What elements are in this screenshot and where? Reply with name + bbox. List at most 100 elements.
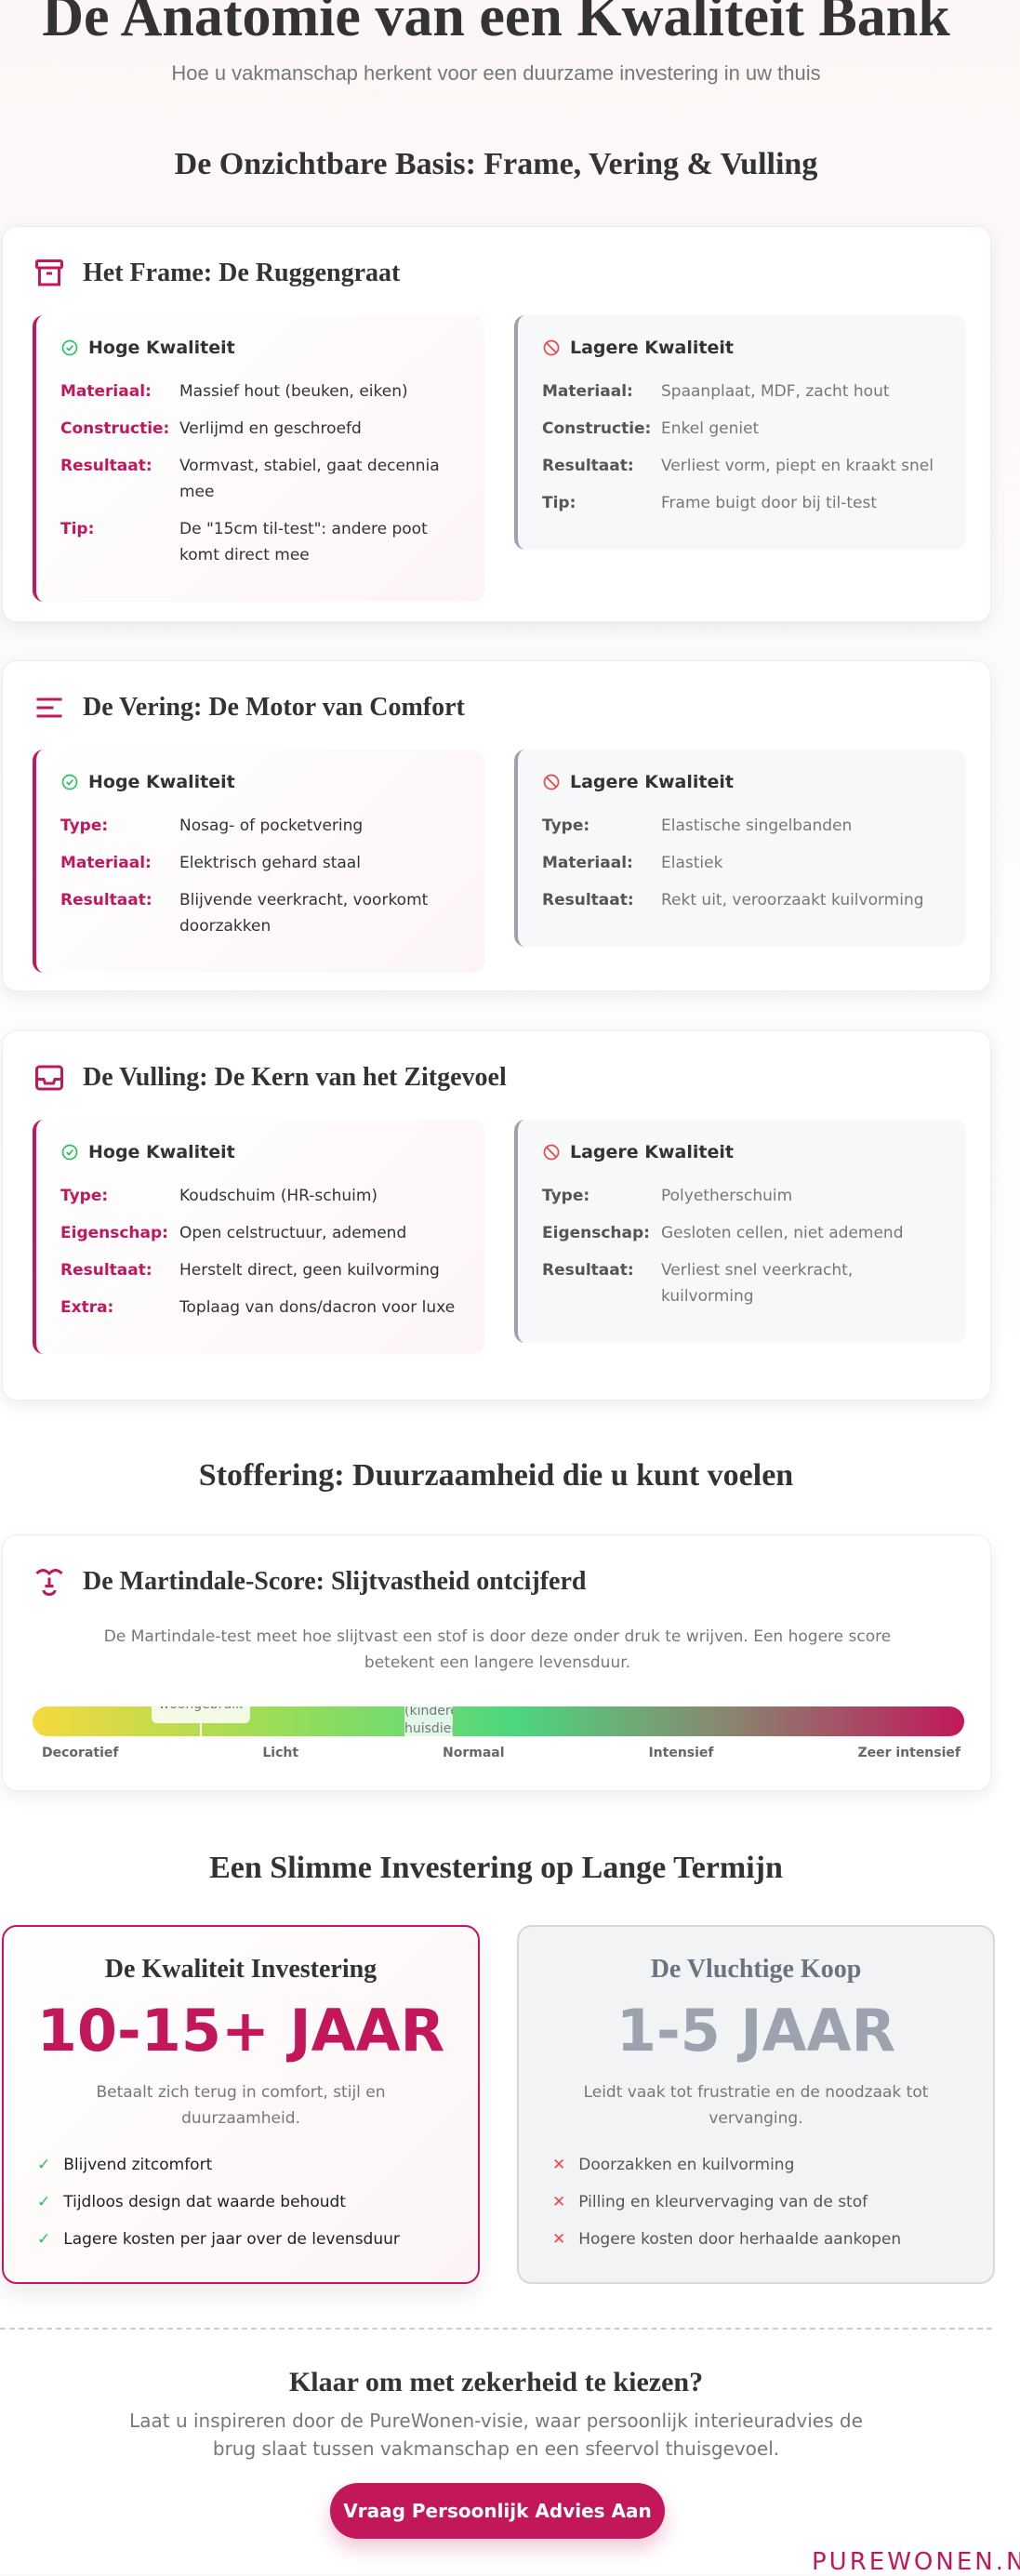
- spec-label: Resultaat:: [60, 1261, 152, 1280]
- x-icon: ✕: [552, 2230, 566, 2249]
- spec-label: Resultaat:: [542, 457, 634, 475]
- spec-label: Extra:: [60, 1298, 114, 1317]
- investment-title: De Vluchtige Koop: [650, 1955, 862, 1984]
- spec-row: Resultaat: Blijvende veerkracht, voorkomt…: [60, 887, 460, 939]
- spec-label: Tip:: [542, 494, 576, 512]
- scale-labels: Decoratief Licht Normaal Intensief Zeer …: [42, 1746, 960, 1760]
- x-icon: ✕: [552, 2156, 566, 2174]
- list-item: ✕ Doorzakken en kuilvorming: [552, 2152, 993, 2178]
- list-item: ✓ Tijdloos design dat waarde behoudt: [37, 2189, 478, 2215]
- spec-value: Rekt uit, veroorzaakt kuilvorming: [661, 891, 924, 910]
- list-item: ✕ Hogere kosten door herhaalde aankopen: [552, 2226, 993, 2252]
- bad-investment-card: De Vluchtige Koop 1-5 JAAR Leidt vaak to…: [517, 1925, 995, 2284]
- investment-list: ✓ Blijvend zitcomfort ✓ Tijdloos design dat…: [4, 2152, 478, 2252]
- scale-label: Normaal: [443, 1746, 505, 1760]
- check-icon: ✓: [37, 2230, 51, 2249]
- cta-title: Klaar om met zekerheid te kiezen?: [288, 2367, 704, 2397]
- lifespan-years: 10-15+ JAAR: [36, 1997, 445, 2065]
- spec-row: Type: Polyetherschuim: [542, 1183, 942, 1209]
- investment-list: ✕ Doorzakken en kuilvorming ✕ Pilling en kl…: [519, 2152, 993, 2252]
- component-card: De Vulling: De Kern van het Zitgevoel Ho…: [2, 1030, 991, 1401]
- spec-row: Resultaat: Rekt uit, veroorzaakt kuilvorm…: [542, 887, 942, 913]
- spec-row: Extra: Toplaag van dons/dacron voor luxe: [60, 1295, 460, 1321]
- low-quality-column: Lagere Kwaliteit Type: Elastische singelba…: [514, 750, 966, 947]
- ban-icon: [543, 339, 560, 356]
- cta-description: Laat u inspireren door de PureWonen-visi…: [129, 2410, 863, 2460]
- spec-row: Resultaat: Herstelt direct, geen kuilvorm…: [60, 1257, 460, 1283]
- martindale-scale-bar: woongebruik (kinderen, huisdieren): [33, 1706, 964, 1736]
- spec-label: Type:: [60, 1187, 109, 1205]
- spec-value: Nosag- of pocketvering: [179, 817, 364, 835]
- spec-row: Tip: Frame buigt door bij til-test: [542, 490, 942, 516]
- spec-label: Type:: [542, 1187, 590, 1205]
- list-item: ✓ Blijvend zitcomfort: [37, 2152, 478, 2178]
- spec-row: Resultaat: Verliest snel veerkracht, kuil…: [542, 1257, 942, 1309]
- spec-label: Resultaat:: [60, 891, 152, 910]
- spec-label: Materiaal:: [60, 854, 152, 872]
- check-circle-icon: [61, 774, 78, 790]
- spec-label: Resultaat:: [60, 457, 152, 475]
- list-item-text: Hogere kosten door herhaalde aankopen: [578, 2230, 902, 2249]
- spec-label: Tip:: [60, 520, 95, 538]
- fabric-icon: [35, 1569, 63, 1596]
- list-item-text: Pilling en kleurvervaging van de stof: [578, 2193, 868, 2211]
- investment-description: Leidt vaak tot frustratie en de noodzaak…: [583, 2083, 929, 2128]
- spec-label: Eigenschap:: [60, 1224, 168, 1242]
- check-icon: ✓: [37, 2156, 51, 2174]
- spec-value: Verliest vorm, piept en kraakt snel: [661, 457, 934, 475]
- component-card: De Vering: De Motor van Comfort Hoge Kwa…: [2, 660, 991, 991]
- spec-row: Constructie: Verlijmd en geschroefd: [60, 416, 460, 442]
- component-title: De Vulling: De Kern van het Zitgevoel: [83, 1063, 507, 1092]
- spec-label: Constructie:: [542, 419, 652, 438]
- martindale-title: De Martindale-Score: Slijtvastheid ontci…: [83, 1567, 587, 1596]
- investment-description: Betaalt zich terug in comfort, stijl en …: [96, 2083, 386, 2128]
- spec-label: Materiaal:: [542, 382, 633, 401]
- archive-box-icon: [35, 259, 63, 286]
- component-title: Het Frame: De Ruggengraat: [83, 259, 401, 287]
- spec-label: Resultaat:: [542, 891, 634, 910]
- spec-value: Koudschuim (HR-schuim): [179, 1187, 378, 1205]
- spec-row: Resultaat: Verliest vorm, piept en kraakt…: [542, 453, 942, 479]
- check-icon: ✓: [37, 2193, 51, 2211]
- brand-logo[interactable]: PUREWONEN.NL: [812, 2548, 1020, 2576]
- spec-value: De "15cm til-test": andere poot komt dir…: [179, 520, 428, 564]
- spec-value: Spaanplaat, MDF, zacht hout: [661, 382, 890, 401]
- low-quality-column: Lagere Kwaliteit Type: Polyetherschuim Eige…: [514, 1120, 966, 1343]
- spec-row: Materiaal: Spaanplaat, MDF, zacht hout: [542, 378, 942, 405]
- scale-label: Licht: [262, 1746, 299, 1760]
- investment-title: De Kwaliteit Investering: [104, 1955, 378, 1984]
- high-quality-column: Hoge Kwaliteit Type: Koudschuim (HR-schuim…: [33, 1120, 484, 1354]
- spec-label: Type:: [542, 817, 590, 835]
- spec-row: Materiaal: Elektrisch gehard staal: [60, 850, 460, 876]
- list-item: ✓ Lagere kosten per jaar over de levensdu…: [37, 2226, 478, 2252]
- spec-row: Type: Koudschuim (HR-schuim): [60, 1183, 460, 1209]
- high-quality-column: Hoge Kwaliteit Type: Nosag- of pocketverin…: [33, 750, 484, 973]
- spec-value: Toplaag van dons/dacron voor luxe: [179, 1298, 456, 1317]
- spec-row: Constructie: Enkel geniet: [542, 416, 942, 442]
- high-quality-column: Hoge Kwaliteit Materiaal: Massief hout (be…: [33, 315, 484, 602]
- request-advice-button[interactable]: Vraag Persoonlijk Advies Aan: [330, 2483, 665, 2539]
- inbox-icon: [35, 1065, 63, 1091]
- scale-label: Intensief: [648, 1746, 714, 1760]
- spec-value: Polyetherschuim: [661, 1187, 793, 1205]
- column-heading: Lagere Kwaliteit: [570, 772, 734, 792]
- spec-label: Type:: [60, 817, 109, 835]
- column-heading: Hoge Kwaliteit: [88, 338, 235, 358]
- spec-value: Elastiek: [661, 854, 723, 872]
- tooltip-woongebruik: woongebruik: [152, 1706, 250, 1723]
- martindale-heading: De Martindale-Score: Slijtvastheid ontci…: [33, 1565, 587, 1599]
- scale-label: Zeer intensief: [857, 1746, 960, 1760]
- section-title-investering: Een Slimme Investering op Lange Termijn: [209, 1851, 783, 1885]
- spec-row: Resultaat: Vormvast, stabiel, gaat decenn…: [60, 453, 460, 505]
- spec-label: Constructie:: [60, 419, 170, 438]
- spec-row: Materiaal: Massief hout (beuken, eiken): [60, 378, 460, 405]
- divider: [0, 2328, 992, 2330]
- ban-icon: [543, 1144, 560, 1161]
- martindale-description: De Martindale-test meet hoe slijtvast ee…: [103, 1627, 892, 1672]
- check-circle-icon: [61, 1144, 78, 1161]
- spec-value: Blijvende veerkracht, voorkomt doorzakke…: [179, 891, 429, 936]
- spec-row: Type: Nosag- of pocketvering: [60, 813, 460, 839]
- spec-label: Resultaat:: [542, 1261, 634, 1280]
- list-item-text: Lagere kosten per jaar over de levensduu…: [63, 2230, 400, 2249]
- column-heading: Lagere Kwaliteit: [570, 338, 734, 358]
